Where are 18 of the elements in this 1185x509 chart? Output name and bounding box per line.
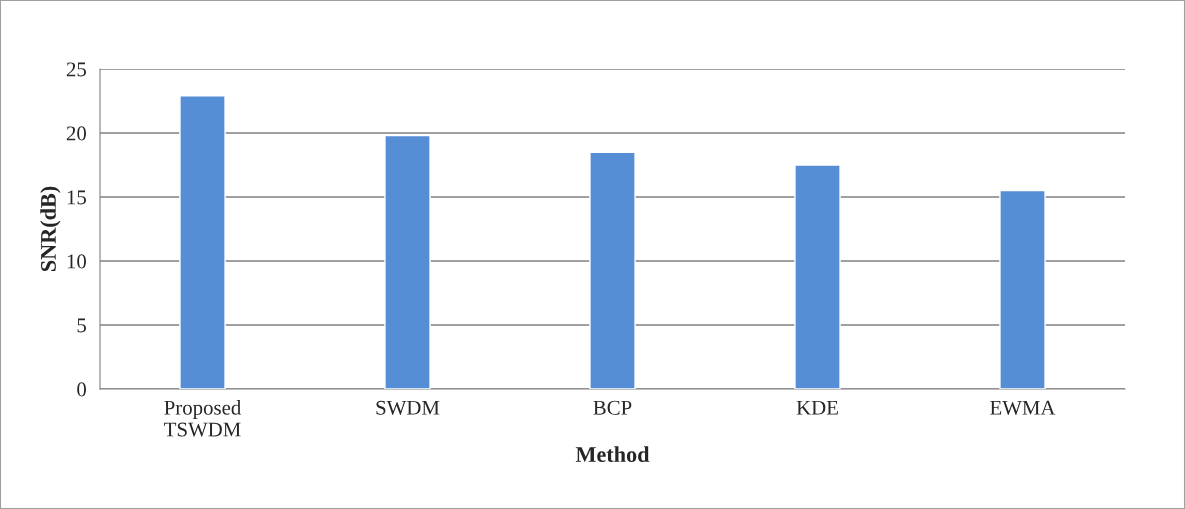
y-tick-label: 10 xyxy=(67,254,87,269)
x-axis-title: Method xyxy=(575,446,650,462)
y-axis-title: SNR(dB) xyxy=(40,186,61,272)
y-tick-label: 15 xyxy=(67,190,86,205)
bar xyxy=(384,134,431,389)
x-tick-label: KDE xyxy=(796,400,838,415)
y-tick-label: 25 xyxy=(66,62,86,77)
bar xyxy=(179,95,226,389)
y-tick-label: 20 xyxy=(66,126,87,141)
bar xyxy=(794,164,841,389)
y-tick-label: 5 xyxy=(77,318,86,333)
x-tick-label: BCP xyxy=(593,400,632,415)
y-tick-label: 0 xyxy=(77,382,87,397)
bar xyxy=(589,151,636,389)
x-tick-label: SWDM xyxy=(376,400,440,415)
bar xyxy=(999,189,1046,389)
x-tick-label: EWMA xyxy=(990,400,1056,415)
x-tick-label: Proposed TSWDM xyxy=(164,400,242,437)
